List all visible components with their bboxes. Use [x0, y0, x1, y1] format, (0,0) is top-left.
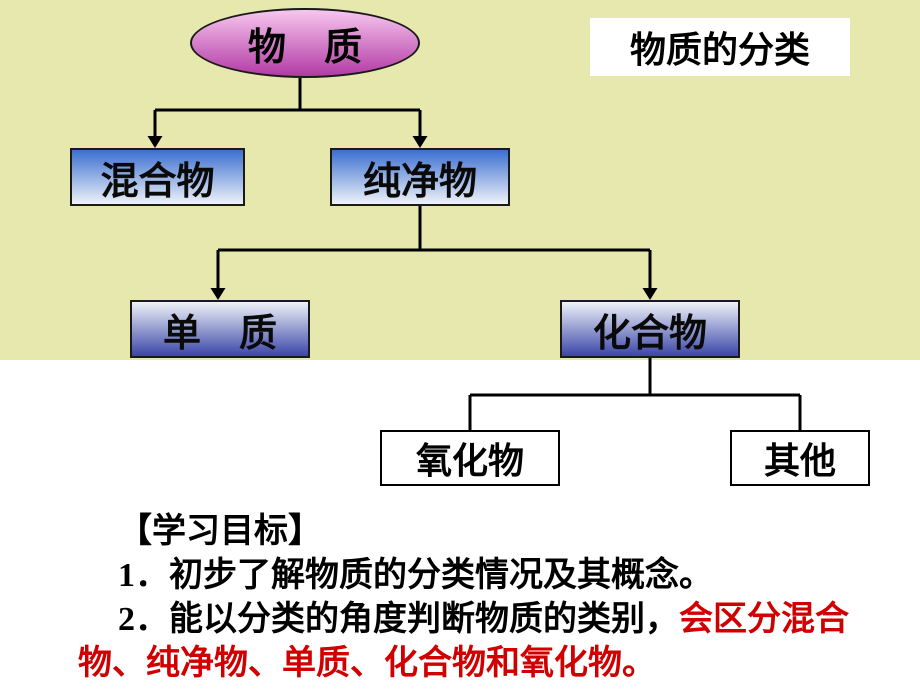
node-root: 物 质 — [190, 8, 420, 78]
diagram-title: 物质的分类 — [590, 18, 850, 76]
node-other: 其他 — [730, 430, 870, 486]
node-compound: 化合物 — [560, 300, 740, 358]
node-oxide: 氧化物 — [380, 430, 560, 486]
objective-1: 1．初步了解物质的分类情况及其概念。 — [118, 554, 898, 598]
objective-2: 2．能以分类的角度判断物质的类别，会区分混合物、纯净物、单质、化合物和氧化物。 — [78, 598, 898, 686]
learning-objectives: 【学习目标】1．初步了解物质的分类情况及其概念。2．能以分类的角度判断物质的类别… — [78, 510, 898, 686]
node-pure: 纯净物 — [330, 148, 510, 206]
objectives-heading: 【学习目标】 — [118, 510, 898, 554]
node-element: 单 质 — [130, 300, 310, 358]
node-mixture: 混合物 — [70, 148, 245, 206]
